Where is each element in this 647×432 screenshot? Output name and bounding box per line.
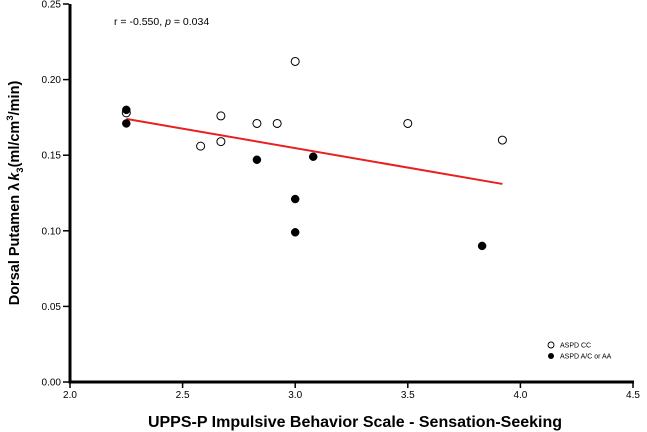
y-tick-label: 0.20: [42, 75, 62, 86]
y-axis-label-main: Dorsal Putamen λ: [7, 183, 23, 306]
data-point-aspd-cc: [216, 137, 226, 147]
data-point-aspd-ac-aa: [477, 241, 487, 251]
y-axis-label-k: k: [7, 172, 23, 181]
legend: ASPD CC ASPD A/C or AA: [547, 341, 612, 361]
data-point-aspd-cc: [497, 135, 507, 145]
y-tick-label: 0.05: [42, 302, 62, 313]
y-ticks: 0.00 0.05 0.10 0.15 0.20 0.25: [42, 0, 69, 389]
y-axis-label-sub: 3: [15, 167, 26, 172]
x-tick-label: 3.5: [401, 390, 415, 401]
data-point-aspd-cc: [252, 118, 262, 128]
data-point-aspd-cc: [216, 111, 226, 121]
data-point-aspd-cc: [403, 118, 413, 128]
data-point-aspd-ac-aa: [252, 155, 262, 164]
axes: [68, 4, 634, 384]
data-point-aspd-ac-aa: [290, 194, 300, 204]
y-tick-label: 0.10: [42, 226, 62, 237]
y-axis-label: Dorsal Putamen λk3(ml/cm3/min): [5, 81, 26, 306]
data-point-aspd-cc: [272, 118, 282, 128]
legend-label-aspd-ac-aa: ASPD A/C or AA: [560, 354, 612, 361]
legend-marker-filled: [548, 353, 554, 359]
correlation-p-symbol: p: [164, 16, 171, 28]
x-tick-label: 2.5: [176, 390, 190, 401]
correlation-prefix: r = -0.550,: [114, 16, 165, 28]
legend-label-aspd-cc: ASPD CC: [560, 343, 591, 350]
x-tick-label: 3.0: [288, 390, 302, 401]
legend-marker-open: [547, 341, 555, 349]
data-points: [121, 56, 507, 251]
y-axis-label-units-end: /min): [7, 81, 23, 116]
x-tick-label: 2.0: [63, 390, 77, 401]
data-point-aspd-cc: [196, 141, 206, 151]
y-tick-label: 0.00: [42, 378, 62, 389]
x-axis-label: UPPS-P Impulsive Behavior Scale - Sensat…: [148, 414, 562, 431]
data-point-aspd-ac-aa: [122, 119, 131, 128]
y-axis-label-units: (ml/cm: [7, 121, 23, 168]
x-tick-label: 4.5: [626, 390, 640, 401]
data-point-aspd-ac-aa: [122, 105, 131, 115]
x-tick-label: 4.0: [513, 390, 527, 401]
y-tick-label: 0.25: [42, 0, 62, 11]
data-point-aspd-ac-aa: [290, 228, 300, 237]
y-tick-label: 0.15: [42, 151, 62, 162]
x-ticks: 2.0 2.5 3.0 3.5 4.0 4.5: [63, 383, 640, 401]
regression-line: [126, 117, 503, 185]
y-axis-label-units-sup: 3: [5, 115, 16, 120]
data-point-aspd-cc: [290, 56, 300, 66]
data-point-aspd-ac-aa: [308, 152, 318, 161]
correlation-annotation: r = -0.550, p = 0.034: [114, 16, 209, 28]
correlation-suffix: = 0.034: [171, 16, 209, 28]
